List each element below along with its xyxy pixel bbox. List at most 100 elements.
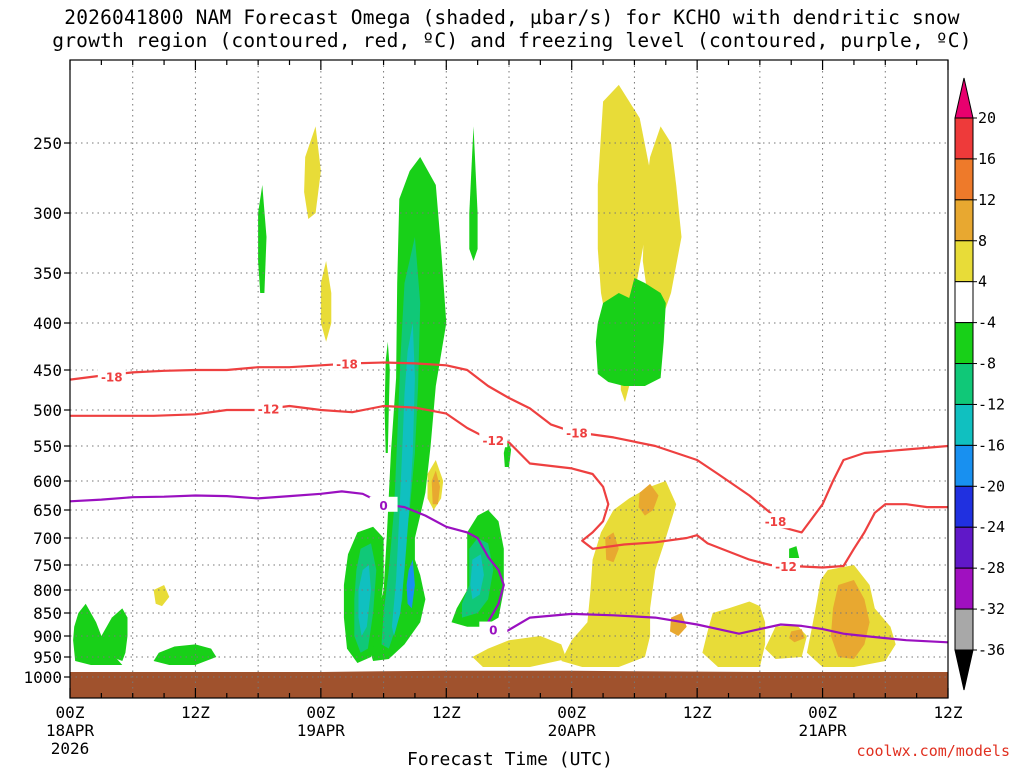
contour-label-bg-3 [761,513,790,529]
y-tick-label: 950 [33,648,62,667]
y-tick-label: 300 [33,204,62,223]
omega-region-25 [595,278,666,386]
grid-lines [70,60,948,698]
y-tick-label: 450 [33,361,62,380]
y-tick-label: 400 [33,314,62,333]
contour-label: -18 [101,370,123,384]
colorbar-swatch-1 [954,158,974,201]
omega-region-1 [597,84,651,333]
omega-region-19 [258,185,267,293]
colorbar-swatch-7 [954,403,974,446]
colorbar-label: -8 [978,355,996,373]
y-axis: 250 300 350 400 450 500 550 600 650 700 750 800 850 9… [23,134,70,687]
contour-2 [70,490,948,644]
omega-region-13 [431,470,440,505]
y-tick-label: 250 [33,134,62,153]
colorbar-swatch-4 [954,281,974,324]
y-tick-label: 750 [33,556,62,575]
colorbar: 20 16 12 8 4 -4 -8 -12 -16 -20 -24 -28 -32 -36 [954,77,1005,691]
colorbar-label: -20 [978,477,1005,495]
colorbar-swatch-6 [954,363,974,405]
contour-label-bg-7 [369,496,398,512]
colorbar-swatch-8 [954,444,974,487]
omega-region-4 [702,601,766,667]
contour-label: -18 [765,515,787,529]
omega-region-34 [358,565,371,636]
x-tick-date-label: 21APR [798,721,847,740]
x-tick-label: 12Z [432,703,461,722]
omega-region-27 [101,608,128,661]
contour-label-bg-5 [479,432,508,448]
colorbar-label: -16 [978,436,1005,454]
contour-label: -12 [775,560,797,574]
colorbar-swatch-10 [954,526,974,569]
x-tick-label: 12Z [683,703,712,722]
y-tick-label: 700 [33,529,62,548]
omega-region-9 [153,585,170,607]
colorbar-swatch-0 [954,117,974,160]
omega-region-23 [384,341,390,453]
omega-region-16 [670,613,687,636]
y-tick-label: 900 [33,627,62,646]
x-tick-label: 12Z [934,703,963,722]
contour-label: 0 [379,499,387,513]
omega-region-0 [642,126,682,324]
chart-title-line-1: 2026041800 NAM Forecast Omega (shaded, µ… [64,6,960,29]
colorbar-swatch-12 [954,608,974,651]
contour-label: -18 [566,426,588,440]
omega-region-14 [605,532,619,563]
contour-lines: -18 -18 -18 -18 -12 -12 -12 0 0 [70,355,948,644]
omega-region-7 [304,126,321,219]
chart-title: 2026041800 NAM Forecast Omega (shaded, µ… [0,6,1024,52]
colorbar-label: 4 [978,273,987,291]
contour-label-bg-0 [97,368,126,384]
colorbar-label: 12 [978,191,996,209]
omega-shading [73,84,896,667]
contour-label-bg-8 [479,621,508,637]
omega-region-2 [561,481,677,667]
colorbar-label: -32 [978,600,1005,618]
colorbar-label: 8 [978,232,987,250]
colorbar-label: 20 [978,109,996,127]
colorbar-label: -4 [978,314,996,332]
y-tick-label: 600 [33,472,62,491]
y-tick-label: 850 [33,604,62,623]
colorbar-label: -24 [978,518,1005,536]
x-tick-label: 00Z [306,703,335,722]
omega-region-18 [469,126,478,262]
contour-label-bg-4 [254,400,283,416]
omega-region-15 [638,483,659,516]
contour-label: -12 [482,434,504,448]
colorbar-swatch-5 [954,322,974,365]
colorbar-swatch-3 [954,240,974,283]
contour-label-bg-6 [771,558,800,573]
y-tick-label: 550 [33,437,62,456]
contour-0 [70,361,948,534]
colorbar-label: -36 [978,641,1005,659]
colorbar-bottom-triangle [954,649,974,691]
credit-text: coolwx.com/models [856,742,1010,760]
contour-label: -18 [336,357,358,371]
x-tick-label: 00Z [56,703,85,722]
contour-label: -12 [258,402,280,416]
ground-surface [70,670,948,698]
contour-label: 0 [489,624,497,638]
x-axis-label: Forecast Time (UTC) [407,749,613,768]
y-tick-label: 350 [33,264,62,283]
omega-region-28 [153,644,217,665]
omega-region-3 [472,636,567,667]
colorbar-swatch-9 [954,485,974,528]
y-tick-label: 800 [33,581,62,600]
colorbar-swatch-2 [954,199,974,242]
omega-region-33 [391,323,415,636]
chart-title-line-2: growth region (contoured, red, ºC) and f… [52,29,972,52]
x-tick-date-label: 20APR [548,721,597,740]
x-tick-date-label: 18APR [46,721,95,740]
ground-layer [70,670,948,698]
y-tick-label: 500 [33,401,62,420]
colorbar-swatch-11 [954,567,974,610]
omega-region-35 [470,554,484,600]
colorbar-label: -28 [978,559,1005,577]
